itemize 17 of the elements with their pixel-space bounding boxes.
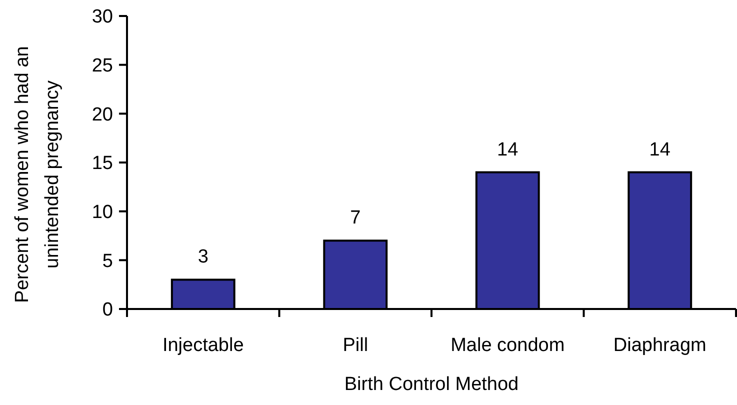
x-tick-label: Male condom [450,335,565,356]
y-tick-label: 5 [102,250,113,272]
data-label: 7 [350,208,361,229]
x-axis-title: Birth Control Method [344,374,519,395]
data-label: 14 [497,139,519,160]
y-tick-label: 30 [92,6,113,28]
x-tick-label: Diaphragm [613,335,706,356]
x-tick-label: Pill [342,335,368,356]
data-label: 14 [649,139,671,160]
y-tick-label: 25 [92,55,113,76]
y-axis-title: Percent of women who had an unintended pregnancy [12,46,63,303]
y-tick-label: 0 [102,300,113,321]
y-tick-label: 15 [92,153,113,174]
x-tick-label: Injectable [162,335,244,356]
data-label: 3 [198,246,208,268]
y-tick-label: 20 [92,104,113,126]
y-tick-label: 10 [92,202,113,223]
